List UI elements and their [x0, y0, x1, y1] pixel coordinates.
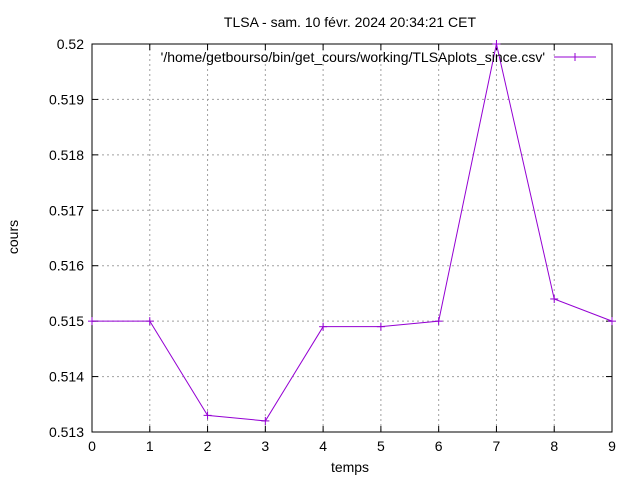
data-point [608, 317, 616, 326]
x-tick-label: 6 [435, 438, 443, 454]
y-tick-label: 0.52 [57, 36, 84, 52]
data-point [319, 322, 328, 331]
x-tick-label: 4 [319, 438, 327, 454]
y-tick-label: 0.513 [49, 424, 84, 440]
legend-series-label: '/home/getbourso/bin/get_cours/working/T… [161, 49, 545, 65]
y-tick-label: 0.517 [49, 202, 84, 218]
legend-series-marker [571, 53, 579, 61]
y-tick-label: 0.514 [49, 369, 84, 385]
data-point [492, 40, 501, 48]
data-point [203, 411, 212, 420]
data-point [145, 317, 154, 326]
data-point [550, 294, 559, 303]
y-axis-label: cours [5, 220, 21, 254]
x-tick-label: 0 [88, 438, 96, 454]
x-tick-label: 5 [377, 438, 385, 454]
data-point [261, 416, 270, 425]
x-tick-label: 8 [550, 438, 558, 454]
x-tick-label: 1 [146, 438, 154, 454]
x-tick-label: 9 [608, 438, 616, 454]
x-tick-label: 2 [204, 438, 212, 454]
data-point [88, 317, 96, 326]
x-axis-label: temps [331, 459, 369, 475]
legend: '/home/getbourso/bin/get_cours/working/T… [161, 49, 596, 65]
y-tick-label: 0.516 [49, 258, 84, 274]
x-tick-label: 3 [261, 438, 269, 454]
axis-ticks [91, 43, 613, 433]
data-point [434, 317, 443, 326]
y-tick-label: 0.515 [49, 313, 84, 329]
tick-labels: 0 1 2 3 4 5 6 7 8 9 0.513 0.514 0.515 0.516 0.517 0.518… [49, 36, 616, 454]
series-line [92, 43, 613, 422]
data-point [376, 322, 385, 331]
series [88, 40, 616, 425]
y-tick-label: 0.519 [49, 91, 84, 107]
y-tick-label: 0.518 [49, 147, 84, 163]
chart-title: TLSA - sam. 10 févr. 2024 20:34:21 CET [224, 14, 477, 30]
x-tick-label: 7 [493, 438, 501, 454]
plot-area-border [91, 43, 613, 433]
grid [92, 44, 612, 432]
